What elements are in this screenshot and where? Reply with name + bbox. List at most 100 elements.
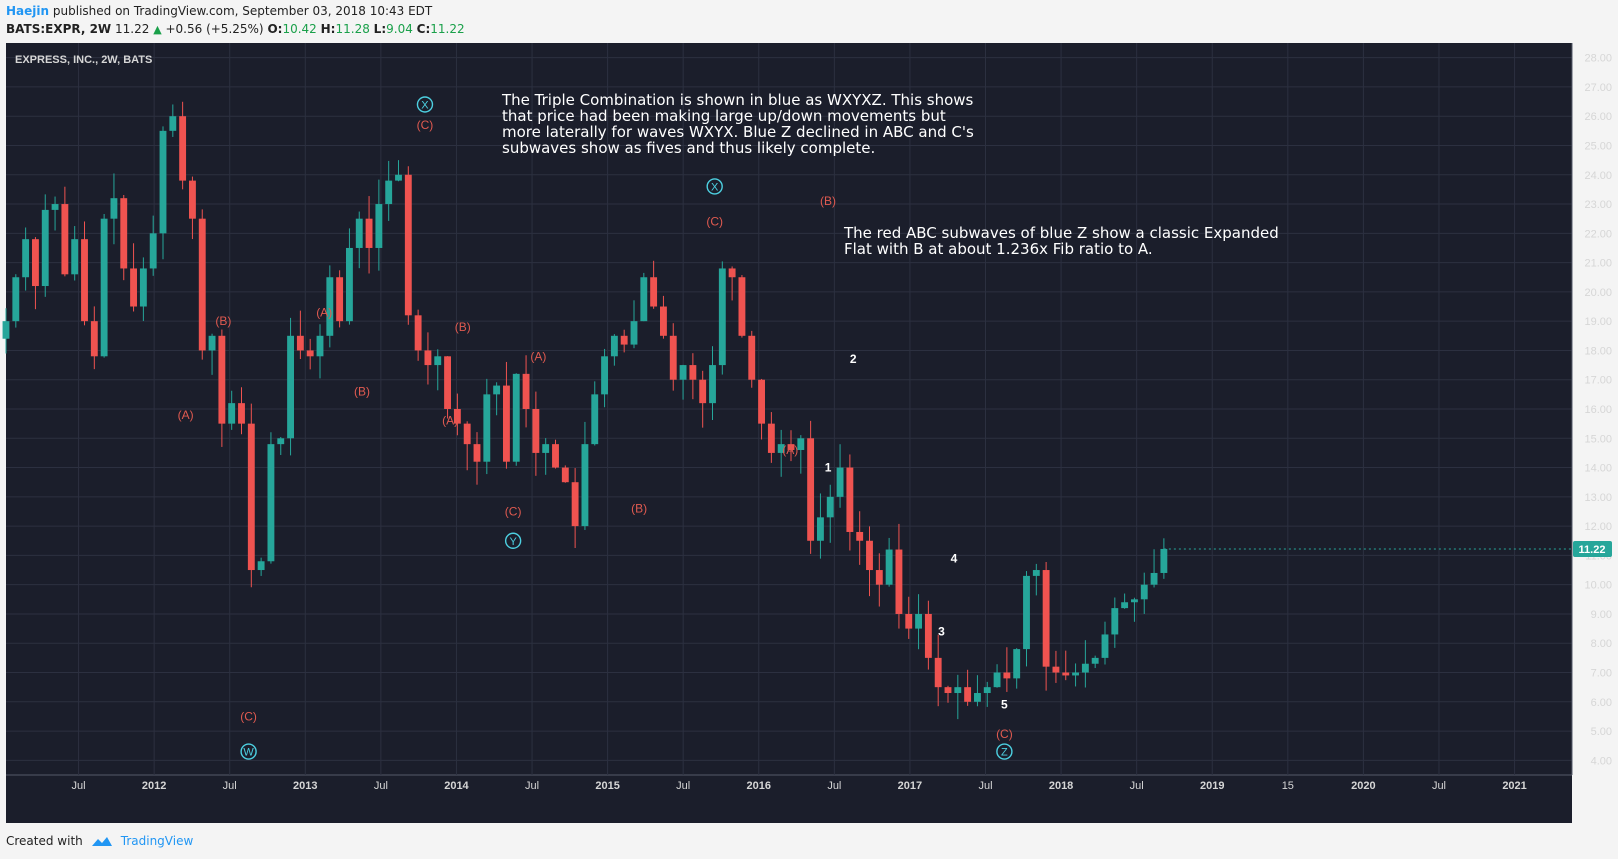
candle-body: [660, 306, 667, 336]
candle-body: [189, 180, 196, 219]
candle-body: [934, 657, 942, 688]
y-tick-label: 27.00: [1584, 82, 1612, 94]
wave-label: 5: [1001, 698, 1008, 712]
wave-label: X: [421, 99, 429, 111]
wave-label: (C): [505, 504, 522, 518]
price-axis[interactable]: 4.005.006.007.008.009.0010.0011.0012.001…: [1584, 53, 1612, 768]
candle-body: [1081, 663, 1089, 673]
wave-label: (B): [820, 194, 836, 208]
y-tick-label: 25.00: [1584, 140, 1612, 152]
candle-body: [601, 356, 608, 395]
candle-body: [964, 687, 972, 702]
wave-label: (A): [442, 414, 458, 428]
candle-body: [993, 672, 1001, 688]
candle-body: [277, 438, 285, 445]
candle-body: [1140, 584, 1148, 600]
candle-body: [1111, 608, 1119, 635]
candle-body: [257, 561, 265, 571]
candle-body: [817, 517, 824, 541]
symbol-interval: BATS:EXPR, 2W: [6, 22, 112, 36]
candle-body: [208, 335, 216, 351]
x-tick-label: Jul: [525, 780, 539, 792]
wave-label: (A): [530, 349, 546, 363]
candle-body: [90, 321, 98, 357]
candle-body: [856, 531, 864, 541]
annotation-text-line: subwaves show as fives and thus likely c…: [502, 139, 875, 157]
candle-body: [100, 218, 108, 357]
x-tick-label: Jul: [72, 780, 86, 792]
candle-body: [1042, 570, 1050, 667]
x-tick-label: Jul: [676, 780, 690, 792]
footer: Created with TradingView: [6, 834, 193, 848]
candle-body: [738, 277, 746, 336]
y-tick-label: 26.00: [1584, 111, 1612, 123]
candle-body: [571, 482, 579, 527]
wave-circle-marker: [240, 743, 257, 760]
tradingview-link[interactable]: TradingView: [120, 834, 194, 848]
candle-body: [767, 423, 775, 453]
candle-body: [1023, 575, 1030, 650]
wave-label: (A): [316, 305, 332, 319]
wave-circle-marker: [706, 178, 723, 195]
candle-body: [453, 409, 461, 424]
candle-body: [336, 277, 344, 322]
low-value: 9.04: [386, 22, 413, 36]
candle-body: [130, 268, 137, 307]
y-tick-label: 16.00: [1584, 404, 1612, 416]
high-label: H:: [320, 22, 336, 36]
publish-info: published on TradingView.com, September …: [52, 4, 433, 18]
y-tick-label: 5.00: [1591, 726, 1612, 738]
candle-body: [728, 268, 736, 278]
last-price-value: 11.22: [1579, 544, 1606, 556]
time-axis[interactable]: Jul 2012 Jul 2013 Jul 2014 Jul 2015 Jul 2016 Jul 20…: [72, 780, 1527, 792]
y-tick-label: 7.00: [1591, 668, 1612, 680]
annotation-text-line: The Triple Combination is shown in blue …: [501, 91, 974, 109]
price-change: +0.56 (+5.25%): [165, 22, 264, 36]
wave-circle-marker: [504, 532, 522, 549]
candle-body: [915, 613, 922, 629]
wave-label: 2: [850, 352, 857, 366]
wave-label: Z: [1001, 747, 1008, 759]
candle-body: [1131, 599, 1138, 603]
x-tick-label: 2012: [142, 780, 166, 792]
wave-label: X: [711, 181, 719, 193]
candle-body: [1101, 634, 1109, 658]
candle-body: [355, 218, 363, 248]
candle-body: [1013, 649, 1021, 679]
author-link[interactable]: Haejin: [6, 4, 50, 18]
candle-body: [561, 467, 569, 483]
wave-label: (A): [178, 408, 194, 422]
candle-body: [218, 335, 226, 424]
annotation-text-line: more laterally for waves WXYX. Blue Z de…: [502, 123, 974, 141]
candle-body: [2, 321, 10, 339]
x-tick-label: 2014: [444, 780, 469, 792]
candle-body: [503, 385, 510, 462]
candle-body: [306, 350, 314, 357]
x-tick-label: Jul: [223, 780, 237, 792]
candle-body: [12, 277, 20, 322]
x-tick-label: 2018: [1049, 780, 1073, 792]
x-tick-label: Jul: [978, 780, 992, 792]
candle-body: [61, 204, 69, 275]
candle-body: [836, 467, 844, 497]
candle-body: [718, 268, 726, 366]
candle-body: [81, 239, 88, 322]
wave-label: 1: [825, 461, 832, 475]
wave-label: (C): [240, 709, 257, 723]
last-price: 11.22: [115, 22, 150, 36]
candle-body: [149, 233, 157, 269]
price-chart[interactable]: 4.005.006.007.008.009.0010.0011.0012.001…: [0, 43, 1618, 823]
annotation-text-line: Flat with B at about 1.236x Fib ratio to…: [844, 240, 1153, 258]
created-with-label: Created with: [6, 834, 83, 848]
chart-grid: [6, 43, 1573, 776]
x-tick-label: Jul: [827, 780, 841, 792]
candle-body: [552, 444, 559, 468]
y-tick-label: 13.00: [1584, 492, 1612, 504]
candle-body: [542, 444, 550, 453]
y-tick-label: 18.00: [1584, 345, 1612, 357]
candle-body: [983, 687, 991, 694]
chart-background: [6, 43, 1572, 823]
candle-body: [1150, 572, 1158, 585]
candle-body: [591, 394, 599, 445]
x-tick-label: 2021: [1502, 780, 1526, 792]
